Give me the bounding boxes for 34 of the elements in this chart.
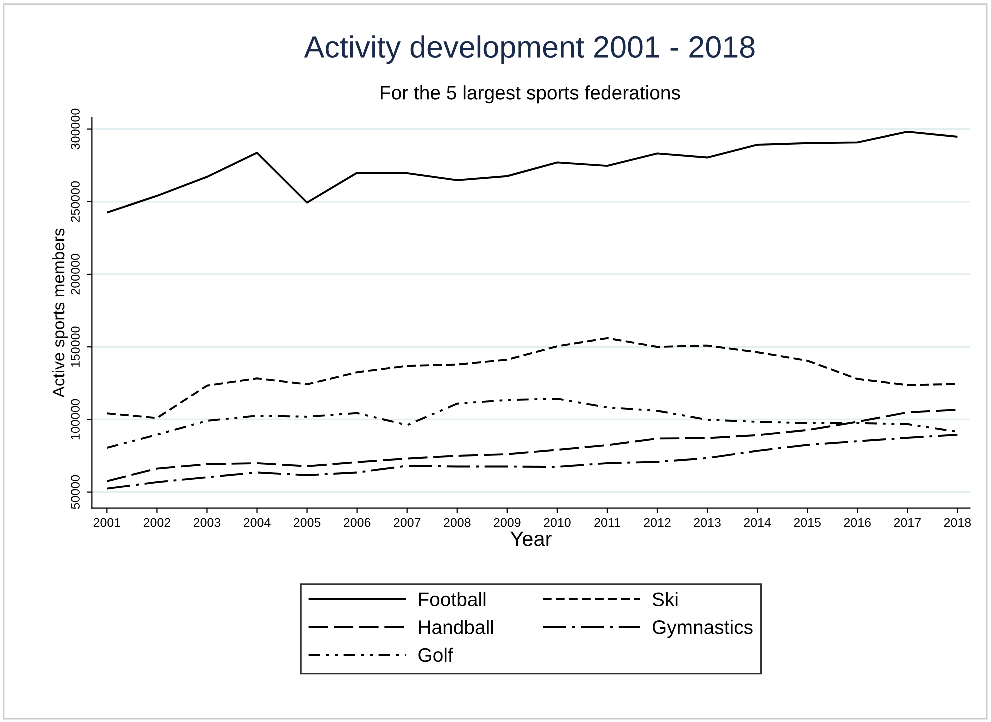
chart-title: Activity development 2001 - 2018 (304, 36, 755, 64)
legend-label: Ski (652, 592, 678, 606)
x-tick-label: 2015 (794, 518, 821, 528)
x-tick-label: 2017 (894, 518, 921, 528)
chart-subtitle: For the 5 largest sports federations (381, 86, 680, 104)
legend-label: Golf (418, 648, 454, 662)
x-tick-label: 2009 (494, 518, 521, 528)
y-tick-label: 50000 (71, 475, 80, 510)
x-tick-label: 2014 (744, 518, 772, 528)
x-axis-title: Year (510, 532, 552, 546)
x-tick-label: 2002 (144, 518, 170, 528)
x-tick-label: 2010 (544, 518, 571, 528)
x-tick-label: 2004 (244, 518, 271, 528)
x-tick-label: 2001 (94, 518, 120, 528)
x-tick-label: 2016 (844, 518, 871, 528)
y-tick-label: 200000 (71, 254, 80, 295)
y-tick-label: 150000 (71, 326, 80, 368)
legend-label: Gymnastics (652, 620, 753, 638)
x-tick-label: 2005 (294, 518, 321, 528)
x-tick-label: 2006 (344, 518, 371, 528)
y-tick-label: 250000 (71, 182, 80, 222)
x-tick-label: 2013 (694, 518, 721, 528)
y-tick-label: 100000 (71, 399, 80, 440)
x-tick-label: 2008 (444, 518, 471, 528)
x-tick-label: 2012 (644, 518, 671, 528)
x-tick-label: 2018 (944, 518, 972, 528)
line-series (106, 130, 959, 214)
legend-label: Football (419, 592, 486, 606)
x-tick-label: 2007 (394, 518, 421, 528)
x-tick-label: 2011 (594, 518, 620, 528)
y-tick-label: 300000 (71, 108, 80, 150)
y-axis-title: Active sports members (52, 228, 68, 398)
x-tick-label: 2003 (194, 518, 221, 528)
legend-label: Handball (419, 620, 494, 634)
